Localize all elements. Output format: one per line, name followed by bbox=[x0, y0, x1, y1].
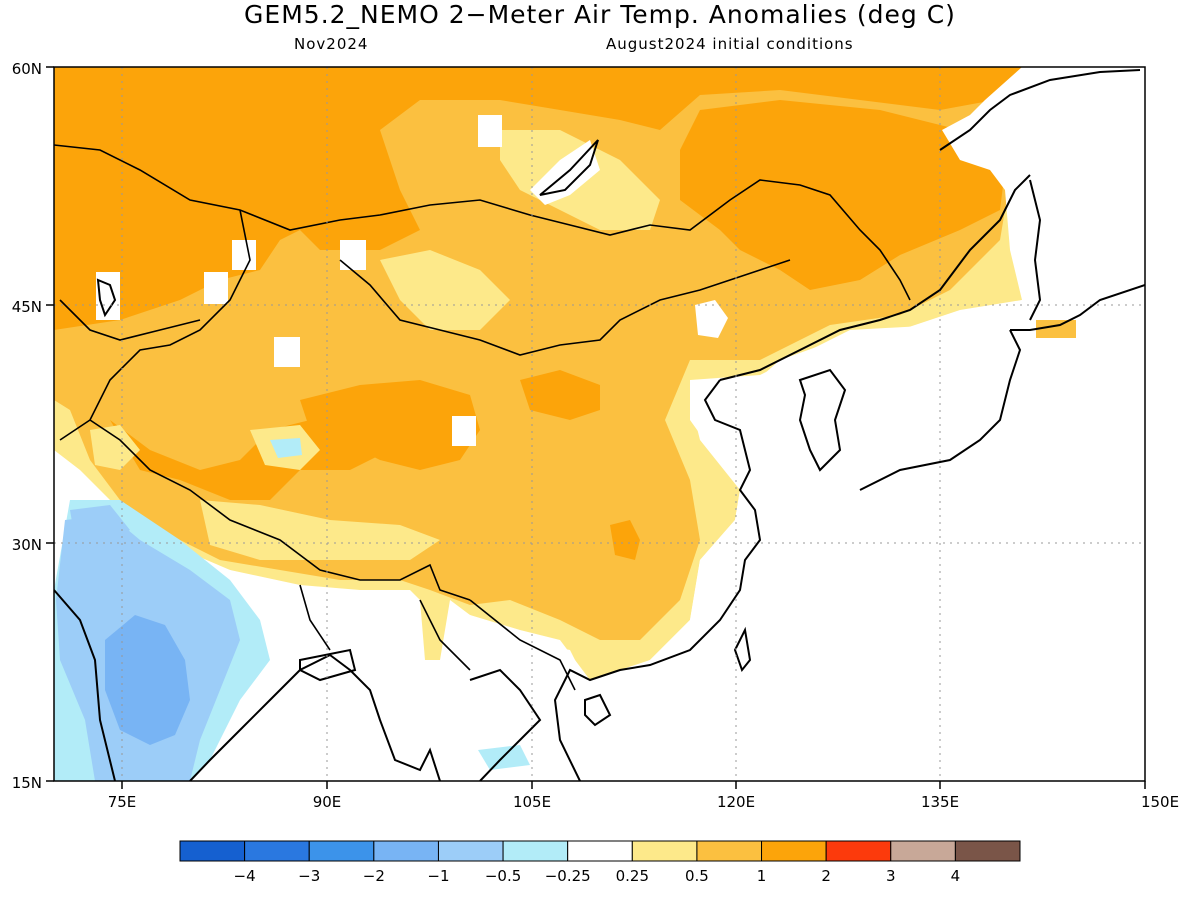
lon-tick-labels: 75E 90E 105E 120E 135E 150E bbox=[108, 793, 1179, 811]
anomaly-field bbox=[54, 67, 1145, 781]
country-borders bbox=[54, 144, 911, 691]
forecast-period: Nov2024 bbox=[294, 35, 369, 53]
coastline-china-russia bbox=[719, 174, 1031, 381]
colorbar-swatch bbox=[761, 840, 827, 862]
colorbar-swatch bbox=[890, 840, 956, 862]
coastline-ganges-delta bbox=[299, 648, 357, 682]
colorbar-tick-label: 1 bbox=[757, 867, 767, 885]
border-himalaya bbox=[89, 419, 471, 601]
lat-tick-label: 30N bbox=[12, 536, 42, 554]
colorbar-swatch bbox=[502, 840, 569, 862]
anomaly-light-yellow-kashmir bbox=[90, 425, 140, 470]
colorbar-tick-label: 0.5 bbox=[685, 867, 709, 885]
coastline-caspian bbox=[96, 278, 117, 318]
anomaly-hokkaido bbox=[1036, 320, 1076, 338]
lat-tick-label: 60N bbox=[12, 60, 42, 78]
colorbar-tick-label: −4 bbox=[234, 867, 256, 885]
colorbar-tick-label: −0.25 bbox=[545, 867, 591, 885]
mask-aral bbox=[204, 272, 228, 304]
anomaly-cool-laos bbox=[478, 745, 530, 770]
colorbar bbox=[179, 840, 1021, 862]
coastline-hainan bbox=[584, 693, 612, 727]
colorbar-tick-label: −3 bbox=[298, 867, 320, 885]
lat-tick-label: 45N bbox=[12, 298, 42, 316]
colorbar-tick-label: 4 bbox=[951, 867, 961, 885]
border-bangladesh bbox=[299, 584, 331, 651]
mask-qinghai-lake bbox=[452, 416, 476, 446]
colorbar-swatch bbox=[567, 840, 633, 862]
colorbar-swatch bbox=[954, 840, 1021, 862]
mask-lake-mn bbox=[340, 240, 366, 270]
colorbar-tick-label: 3 bbox=[886, 867, 896, 885]
anomaly-orange-central bbox=[520, 370, 600, 420]
lon-tick-label: 135E bbox=[921, 793, 959, 811]
lon-tick-label: 120E bbox=[717, 793, 755, 811]
border-kazakh-china bbox=[59, 209, 251, 441]
map-title: GEM5.2_NEMO 2−Meter Air Temp. Anomalies … bbox=[244, 0, 956, 29]
anomaly-orange-qinghai bbox=[300, 380, 480, 470]
anomaly-neutral-southeast bbox=[580, 300, 1145, 781]
border-laos-vietnam bbox=[469, 599, 576, 691]
mask-issyk-kul bbox=[274, 337, 300, 367]
colorbar-swatch bbox=[373, 840, 439, 862]
anomaly-cool-medblue-india bbox=[105, 615, 190, 745]
colorbar-swatch bbox=[437, 840, 504, 862]
colorbar-labels: −4 −3 −2 −1 −0.5 −0.25 0.25 0.5 1 2 3 4 bbox=[234, 867, 961, 885]
colorbar-swatch bbox=[308, 840, 375, 862]
colorbar-tick-label: −0.5 bbox=[485, 867, 521, 885]
colorbar-tick-label: 2 bbox=[821, 867, 831, 885]
anomaly-orange-far-east bbox=[680, 100, 1005, 290]
border-myanmar bbox=[419, 599, 471, 671]
coastlines bbox=[54, 69, 1145, 781]
anomaly-orange-north-band bbox=[54, 67, 1022, 330]
lat-tick-label: 15N bbox=[12, 774, 42, 792]
colorbar-swatch bbox=[244, 840, 310, 862]
coastline-baikal bbox=[539, 139, 599, 196]
lat-tick-labels: 60N 45N 30N 15N bbox=[12, 60, 42, 792]
coastline-okhotsk bbox=[939, 69, 1141, 151]
anomaly-light-yellow-mongolia bbox=[380, 250, 510, 330]
colorbar-swatch bbox=[631, 840, 698, 862]
map-frame bbox=[53, 66, 1146, 782]
colorbar-tick-label: −1 bbox=[427, 867, 449, 885]
anomaly-cool-nepal bbox=[70, 505, 130, 545]
anomaly-cool-tibet-spot bbox=[270, 438, 302, 458]
coastline-taiwan bbox=[733, 626, 752, 673]
lon-tick-label: 75E bbox=[108, 793, 137, 811]
border-mongolia-south bbox=[339, 259, 791, 356]
mask-okhotsk bbox=[942, 67, 1145, 300]
mask-lake-north bbox=[478, 115, 502, 147]
border-central-asia bbox=[59, 299, 201, 341]
coastline-hokkaido bbox=[1010, 284, 1145, 331]
mask-inner-lake bbox=[695, 300, 728, 338]
coastline-japan-south bbox=[859, 329, 1022, 491]
coastline-indochina bbox=[469, 668, 542, 781]
anomaly-light-yellow-plateau-south bbox=[200, 500, 440, 560]
border-russia-south bbox=[54, 144, 911, 301]
axis-ticks bbox=[46, 66, 1146, 789]
mask-balkhash bbox=[232, 240, 256, 270]
anomaly-orange-sichuan bbox=[610, 520, 640, 560]
coastline-india-west bbox=[54, 589, 116, 781]
colorbar-swatch bbox=[696, 840, 763, 862]
initial-conditions: August2024 initial conditions bbox=[606, 35, 854, 53]
coastline-korea bbox=[798, 368, 847, 472]
gridlines bbox=[54, 67, 1145, 781]
colorbar-tick-label: 0.25 bbox=[616, 867, 649, 885]
colorbar-swatch bbox=[179, 840, 246, 862]
lon-tick-label: 90E bbox=[313, 793, 342, 811]
colorbar-tick-label: −2 bbox=[363, 867, 385, 885]
lon-tick-label: 150E bbox=[1141, 793, 1179, 811]
lon-tick-label: 105E bbox=[513, 793, 551, 811]
coastline-india-east bbox=[189, 653, 441, 781]
coastline-sakhalin bbox=[1029, 179, 1042, 321]
coastline-east-china bbox=[553, 379, 762, 781]
colorbar-swatch bbox=[825, 840, 892, 862]
